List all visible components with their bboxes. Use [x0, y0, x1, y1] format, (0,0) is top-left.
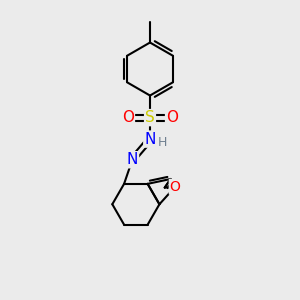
Text: O: O — [170, 180, 181, 194]
Text: N: N — [127, 152, 138, 167]
Text: O: O — [122, 110, 134, 125]
Text: H: H — [158, 136, 168, 148]
Text: N: N — [144, 132, 156, 147]
Text: O: O — [166, 110, 178, 125]
Text: S: S — [145, 110, 155, 125]
